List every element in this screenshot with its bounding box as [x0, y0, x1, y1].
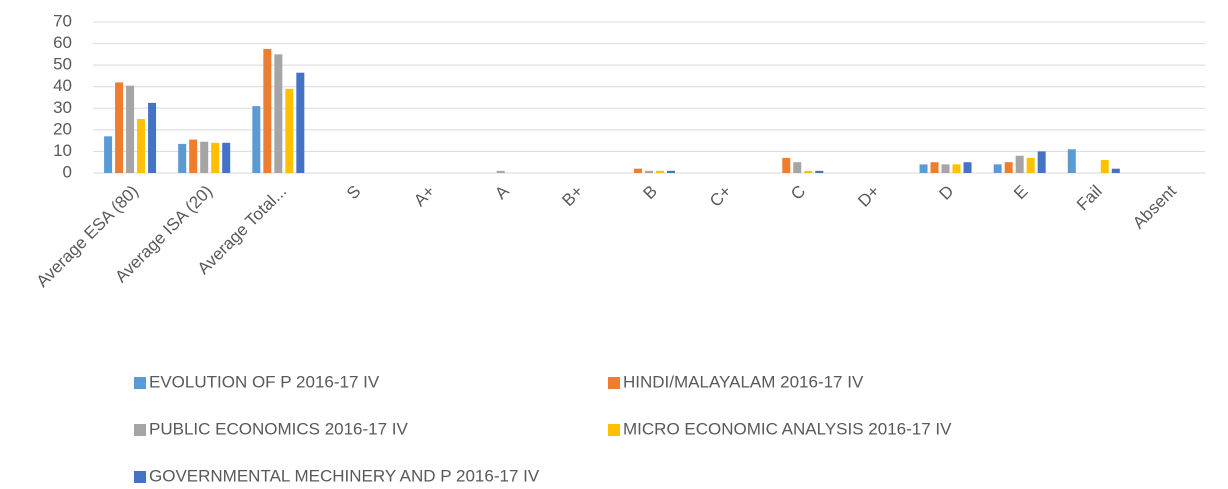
bar	[296, 72, 305, 173]
x-tick-label: B+	[558, 182, 587, 211]
legend-swatch	[134, 424, 146, 436]
legend-label: PUBLIC ECONOMICS 2016-17 IV	[149, 419, 409, 438]
y-tick-label: 40	[53, 76, 72, 95]
bar	[804, 170, 813, 173]
bar	[189, 139, 198, 173]
bar	[211, 142, 220, 173]
legend-label: GOVERNMENTAL MECHINERY AND P 2016-17 IV	[149, 466, 540, 485]
bar	[645, 170, 653, 173]
bar	[793, 162, 802, 173]
legend-swatch	[608, 424, 620, 436]
x-tick-label: A+	[410, 182, 439, 211]
x-tick-label: C	[787, 182, 809, 204]
bar	[104, 136, 113, 173]
x-tick-label: D	[935, 182, 957, 204]
x-tick-label: C+	[706, 182, 735, 211]
x-tick-label: D+	[854, 182, 883, 211]
bar	[115, 82, 124, 173]
bar	[496, 170, 505, 173]
bar	[137, 119, 146, 173]
x-tick-label: S	[343, 182, 364, 203]
bar	[1067, 149, 1076, 173]
y-tick-label: 50	[53, 55, 72, 74]
bar	[930, 162, 939, 173]
y-tick-label: 0	[63, 162, 72, 181]
legend-swatch	[134, 377, 146, 389]
bar	[1037, 151, 1046, 173]
bar	[285, 88, 294, 173]
bar	[126, 85, 135, 173]
bar	[782, 157, 791, 173]
bar	[1026, 157, 1035, 173]
bar	[941, 164, 950, 173]
bar	[178, 143, 187, 173]
x-tick-label: B	[640, 182, 661, 203]
bar	[1004, 162, 1013, 173]
bar	[993, 164, 1002, 173]
legend-label: EVOLUTION OF P 2016-17 IV	[149, 372, 380, 391]
bar	[252, 106, 261, 173]
legend-swatch	[134, 471, 146, 483]
x-tick-label: Absent	[1129, 181, 1180, 232]
bar	[656, 170, 664, 173]
bar	[1015, 155, 1024, 173]
bar	[963, 162, 972, 173]
bar	[815, 170, 824, 173]
y-tick-label: 30	[53, 98, 72, 117]
bar	[634, 168, 642, 173]
bar	[1100, 160, 1109, 173]
y-tick-label: 70	[53, 11, 72, 30]
y-tick-label: 20	[53, 119, 72, 138]
bar	[263, 48, 272, 173]
bar	[222, 142, 231, 173]
y-tick-label: 10	[53, 141, 72, 160]
x-tick-label: Fail	[1073, 182, 1106, 215]
legend-swatch	[608, 377, 620, 389]
bar	[148, 102, 157, 173]
bar	[919, 164, 928, 173]
bar	[1111, 168, 1120, 173]
y-tick-label: 60	[53, 33, 72, 52]
x-tick-label: A	[491, 181, 513, 203]
bar	[200, 141, 209, 173]
bar	[952, 164, 961, 173]
x-tick-label: E	[1010, 182, 1031, 203]
legend-label: HINDI/MALAYALAM 2016-17 IV	[623, 372, 864, 391]
bar	[274, 54, 283, 173]
legend-label: MICRO ECONOMIC ANALYSIS 2016-17 IV	[623, 419, 952, 438]
bar	[667, 170, 675, 173]
